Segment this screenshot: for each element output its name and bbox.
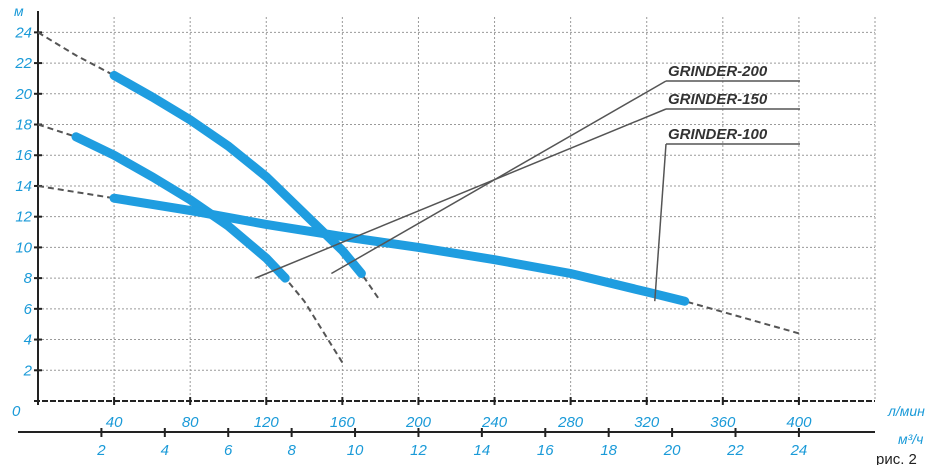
- curve-operating-grinder-100: [109, 193, 690, 306]
- y-tick-label: 24: [14, 24, 32, 41]
- x-tick-label-m3h: 10: [347, 442, 364, 459]
- x-tick-label-m3h: 20: [663, 442, 681, 459]
- curve-operating-grinder-150: [71, 132, 290, 283]
- x-tick-label-lmin: 80: [182, 414, 199, 431]
- y-tick-label: 2: [23, 362, 33, 379]
- series-label-grinder-150: GRINDER-150: [668, 91, 768, 108]
- x-tick-label-lmin: 200: [405, 414, 432, 431]
- x-tick-label-m3h: 12: [410, 442, 427, 459]
- y-tick-label: 4: [24, 332, 32, 349]
- y-tick-label: 22: [14, 55, 32, 72]
- x-tick-label-m3h: 18: [600, 442, 617, 459]
- y-tick-label: 10: [15, 239, 32, 256]
- y-tick-label: 14: [15, 178, 32, 195]
- x-tick-label-lmin: 160: [330, 414, 356, 431]
- y-tick-label: 20: [14, 86, 32, 103]
- y-tick-label: 16: [15, 147, 32, 164]
- x-tick-label-lmin: 280: [557, 414, 584, 431]
- axes: [18, 11, 875, 437]
- x-tick-label-m3h: 24: [790, 442, 808, 459]
- x-tick-label-lmin: 360: [710, 414, 736, 431]
- series-labels: GRINDER-200 GRINDER-150 GRINDER-100: [668, 63, 768, 143]
- x-axis-unit-lmin: л/мин: [887, 403, 925, 419]
- x-tick-label-lmin: 240: [481, 414, 508, 431]
- curve-full-grinder-150: [37, 123, 344, 364]
- x-tick-label-m3h: 4: [161, 442, 169, 459]
- leader-lines: [255, 80, 800, 302]
- y-tick-label: 12: [15, 209, 32, 226]
- y-tick-label: 8: [24, 270, 33, 287]
- leader-line-grinder-100: [654, 143, 667, 302]
- figure-caption: рис. 2: [876, 451, 917, 465]
- x-tick-label-lmin: 400: [786, 414, 812, 431]
- x-axis-unit-m3h: м³/ч: [898, 431, 923, 447]
- y-tick-label: 18: [15, 117, 32, 134]
- grid: [38, 17, 876, 401]
- x-tick-label-m3h: 6: [224, 442, 233, 459]
- y-axis-unit: м: [14, 3, 24, 19]
- leader-line-grinder-150: [255, 108, 667, 279]
- series-label-grinder-100: GRINDER-100: [668, 126, 768, 143]
- x-tick-label-m3h: 16: [537, 442, 554, 459]
- x-tick-label-m3h: 8: [287, 442, 296, 459]
- x-tick-label-m3h: 2: [96, 442, 106, 459]
- origin-label: 0: [12, 403, 21, 420]
- x-tick-label-m3h: 22: [726, 442, 744, 459]
- x-tick-label-lmin: 40: [106, 414, 123, 431]
- x-tick-label-lmin: 120: [254, 414, 280, 431]
- x-tick-label-m3h: 14: [474, 442, 491, 459]
- x-tick-label-lmin: 320: [634, 414, 660, 431]
- y-tick-label: 6: [24, 301, 33, 318]
- series-label-grinder-200: GRINDER-200: [668, 63, 768, 80]
